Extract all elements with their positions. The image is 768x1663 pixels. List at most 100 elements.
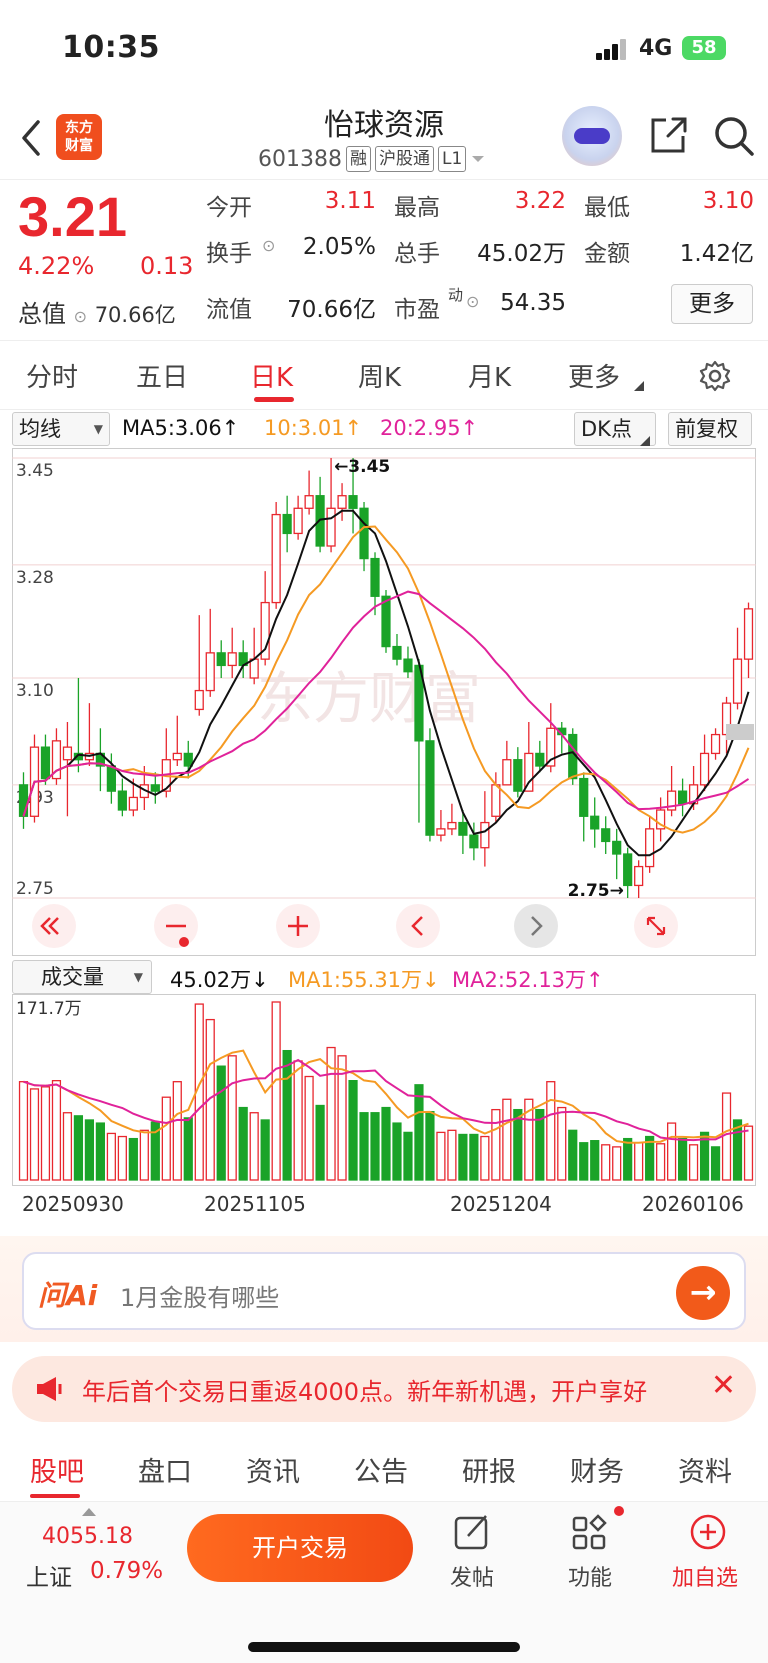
tab-research[interactable]: 研报 [462, 1457, 516, 1488]
volume-bar [84, 1119, 95, 1181]
badge-dot [614, 1506, 624, 1516]
period-tabs: 分时 五日 日K 周K 月K 更多 [0, 340, 768, 410]
volume-chart[interactable]: 171.7万 [12, 994, 756, 1186]
candle-body [260, 601, 270, 660]
candle-body [293, 507, 303, 535]
tab-monthly-k[interactable]: 月K [468, 363, 512, 393]
volume-ma2-line [23, 1058, 749, 1142]
announcement-ticker[interactable]: 年后首个交易日重返4000点。新年新机遇，开户享好 ✕ [12, 1356, 756, 1422]
volume-bar [502, 1098, 512, 1181]
volume-bar [40, 1086, 51, 1181]
assistant-avatar-icon[interactable] [562, 106, 622, 166]
step-left-button[interactable] [396, 904, 440, 948]
change-percent: 4.22% [18, 252, 95, 280]
candle-body [436, 828, 446, 836]
tab-announcements[interactable]: 公告 [354, 1457, 408, 1488]
index-change[interactable]: 0.79% [90, 1558, 164, 1584]
candle-body [480, 821, 490, 849]
total-value[interactable]: 总值 ⊙ 70.66亿 [18, 294, 176, 329]
more-quote-button[interactable]: 更多 [671, 284, 753, 324]
post-label[interactable]: 发帖 [450, 1566, 495, 1591]
battery-icon: 58 [682, 36, 726, 60]
volume-bar [447, 1129, 457, 1181]
ma20-line [22, 590, 750, 817]
stock-name: 怡球资源 [324, 108, 444, 143]
function-label[interactable]: 功能 [568, 1566, 613, 1591]
volume-bar [271, 1001, 281, 1181]
edit-post-icon[interactable] [452, 1512, 492, 1552]
volume-bar [337, 1055, 347, 1181]
tab-profile[interactable]: 资料 [678, 1457, 732, 1488]
tab-orderbook[interactable]: 盘口 [138, 1457, 192, 1488]
volume-indicator-bar: 成交量 ▼ 45.02万↓ MA1:55.31万↓ MA2:52.13万↑ [0, 958, 768, 994]
index-name[interactable]: 上证 [26, 1565, 72, 1591]
volume-bar [546, 1081, 556, 1181]
search-icon[interactable] [712, 114, 756, 158]
index-value[interactable]: 4055.18 [42, 1524, 133, 1549]
ma20-value: 20:2.95↑ [380, 416, 479, 440]
candle-body [304, 495, 314, 509]
tab-five-day[interactable]: 五日 [136, 363, 189, 393]
volume-ma2: MA2:52.13万↑ [452, 968, 604, 992]
volume-bar [370, 1112, 380, 1181]
add-watchlist-label[interactable]: 加自选 [672, 1566, 739, 1591]
volume-selector[interactable]: 成交量 ▼ [12, 960, 152, 994]
step-right-button[interactable] [514, 904, 558, 948]
volume-bar [249, 1112, 259, 1181]
candle-body [381, 595, 391, 648]
apps-grid-icon[interactable] [570, 1512, 610, 1552]
candle-body [194, 689, 204, 711]
ma10-line [22, 525, 750, 834]
ma-selector-label: 均线 [19, 417, 61, 441]
tab-daily-k[interactable]: 日K [250, 363, 294, 393]
total-value-amount: 70.66亿 [94, 303, 176, 327]
price-tick-label: 3.10 [16, 681, 54, 701]
settings-gear-icon[interactable] [698, 359, 732, 393]
tab-finance[interactable]: 财务 [570, 1457, 624, 1488]
stock-code-line[interactable]: 601388 融 沪股通 L1 [258, 146, 486, 172]
tab-more[interactable]: 更多 [568, 363, 621, 393]
info-icon[interactable]: ⊙ [466, 292, 480, 311]
tab-forum[interactable]: 股吧 [30, 1457, 84, 1488]
candle-body [732, 658, 743, 704]
candle-body [502, 759, 512, 786]
add-circle-icon[interactable] [688, 1512, 728, 1552]
candle-body [458, 821, 468, 836]
volume-bar [293, 1060, 303, 1181]
expand-icon [646, 916, 666, 936]
price-tick-label: 3.45 [16, 461, 54, 481]
caret-up-icon [82, 1508, 96, 1516]
tab-intraday[interactable]: 分时 [26, 363, 79, 393]
volume-value: 45.02万↓ [170, 968, 269, 992]
volume-bar [95, 1122, 105, 1181]
ai-ask-input[interactable]: 问Ai 1月金股有哪些 → [22, 1252, 746, 1330]
volume-bar [590, 1140, 600, 1181]
close-icon[interactable]: ✕ [710, 1368, 736, 1403]
volume-bar [117, 1135, 127, 1181]
logo-text-top: 东方 [65, 120, 93, 136]
tab-news[interactable]: 资讯 [246, 1457, 300, 1488]
volume-bar [535, 1108, 545, 1181]
ma-selector[interactable]: 均线 ▼ [12, 412, 110, 446]
network-type: 4G [639, 36, 673, 61]
info-icon[interactable]: ⊙ [262, 236, 276, 255]
candle-body [51, 740, 62, 780]
dk-point-button[interactable]: DK点 [574, 412, 656, 446]
float-value-label: 流值 [206, 297, 252, 323]
info-icon[interactable]: ⊙ [73, 307, 88, 326]
volume-bar [568, 1129, 578, 1181]
adjust-button[interactable]: 前复权 [668, 412, 752, 446]
app-logo[interactable]: 东方 财富 [56, 114, 102, 160]
candle-body [326, 507, 336, 547]
kline-chart[interactable]: 东方财富 3.453.283.102.932.75 ←3.45 2.75→ [12, 448, 756, 956]
share-icon[interactable] [648, 114, 688, 156]
volume-bar [699, 1131, 710, 1181]
tab-weekly-k[interactable]: 周K [358, 363, 402, 393]
rewind-button[interactable] [32, 904, 76, 948]
back-icon[interactable] [16, 118, 46, 158]
open-account-trade-button[interactable]: 开户交易 [187, 1514, 413, 1582]
logo-text-bottom: 财富 [65, 138, 93, 154]
quote-panel: 3.21 4.22% 0.13 总值 ⊙ 70.66亿 今开 3.11 最高 3… [0, 180, 768, 340]
open-label: 今开 [206, 195, 252, 221]
ai-submit-arrow-icon[interactable]: → [676, 1266, 730, 1320]
